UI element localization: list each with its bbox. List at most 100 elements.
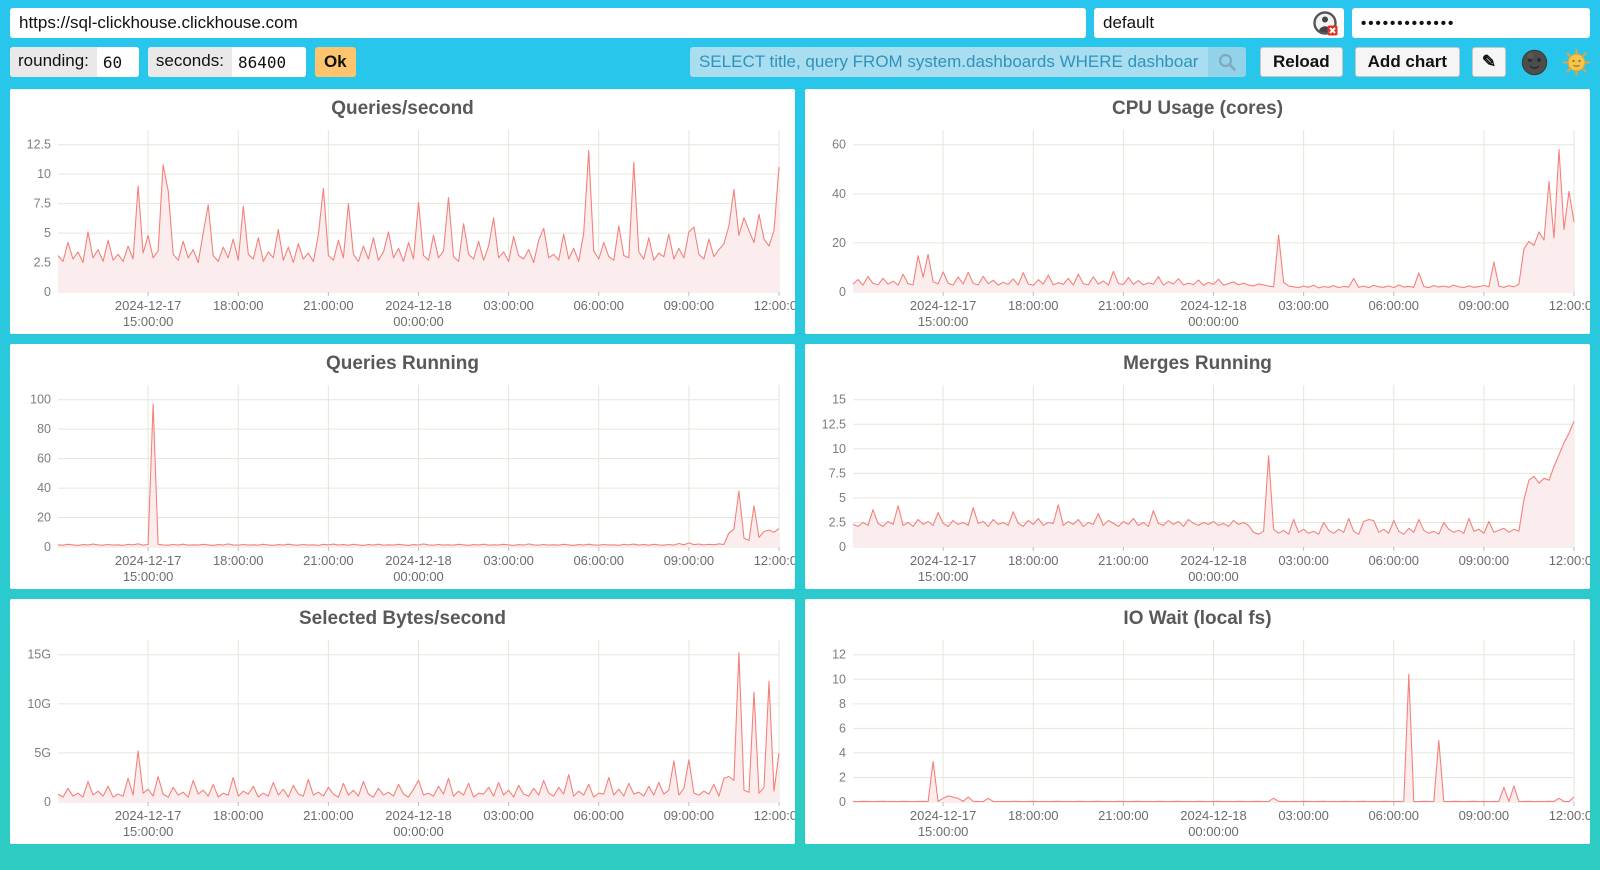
svg-text:18:00:00: 18:00:00 [213, 808, 264, 823]
dashboard-query-input[interactable] [689, 47, 1208, 77]
svg-text:00:00:00: 00:00:00 [1188, 569, 1239, 584]
controls-bar: rounding: seconds: Ok Reload Add chart ✎ [10, 47, 1591, 77]
svg-text:0: 0 [44, 795, 51, 809]
svg-text:15:00:00: 15:00:00 [918, 569, 969, 584]
svg-text:06:00:00: 06:00:00 [1368, 808, 1419, 823]
svg-text:7.5: 7.5 [34, 197, 51, 211]
add-chart-button[interactable]: Add chart [1354, 47, 1460, 77]
svg-text:03:00:00: 03:00:00 [483, 808, 534, 823]
search-icon [1218, 53, 1236, 71]
moon-face-icon [1521, 49, 1548, 75]
svg-text:2024-12-18: 2024-12-18 [1180, 298, 1247, 313]
svg-text:18:00:00: 18:00:00 [1008, 553, 1059, 568]
reload-button[interactable]: Reload [1259, 47, 1343, 77]
pencil-icon: ✎ [1481, 52, 1497, 71]
seconds-label: seconds: [147, 47, 232, 77]
server-url-input[interactable] [10, 8, 1086, 38]
chart-panel-queries-per-second: Queries/second 0 2.5 5 7.5 10 12.5 2024-12-17 1… [10, 89, 795, 334]
svg-text:20: 20 [832, 236, 846, 250]
seconds-input[interactable] [231, 47, 306, 77]
svg-text:06:00:00: 06:00:00 [573, 808, 624, 823]
svg-text:2024-12-17: 2024-12-17 [910, 553, 977, 568]
light-theme-toggle[interactable] [1562, 48, 1591, 76]
svg-text:09:00:00: 09:00:00 [1459, 808, 1510, 823]
svg-text:2.5: 2.5 [829, 515, 846, 529]
svg-text:03:00:00: 03:00:00 [1278, 553, 1329, 568]
svg-text:15:00:00: 15:00:00 [123, 314, 174, 329]
user-field-wrap [1094, 8, 1344, 38]
svg-text:00:00:00: 00:00:00 [393, 569, 444, 584]
svg-text:60: 60 [37, 452, 51, 466]
rounding-input[interactable] [96, 47, 139, 77]
svg-text:18:00:00: 18:00:00 [1008, 298, 1059, 313]
svg-text:00:00:00: 00:00:00 [393, 314, 444, 329]
dark-theme-toggle[interactable] [1521, 49, 1548, 76]
svg-text:2024-12-18: 2024-12-18 [1180, 808, 1247, 823]
svg-text:40: 40 [37, 481, 51, 495]
password-manager-extension-icon[interactable] [1313, 11, 1338, 36]
svg-text:2024-12-18: 2024-12-18 [385, 808, 452, 823]
password-input[interactable] [1352, 8, 1590, 38]
svg-text:15:00:00: 15:00:00 [918, 824, 969, 839]
svg-text:2024-12-17: 2024-12-17 [910, 808, 977, 823]
svg-text:09:00:00: 09:00:00 [1459, 553, 1510, 568]
svg-text:5: 5 [44, 226, 51, 240]
svg-text:7.5: 7.5 [829, 466, 846, 480]
seconds-field: seconds: [147, 47, 306, 77]
chart-panel-selected-bytes: Selected Bytes/second 0 5G 10G 15G 2024-12-1… [10, 599, 795, 844]
svg-text:60: 60 [832, 138, 846, 152]
svg-text:12.5: 12.5 [822, 417, 846, 431]
svg-text:03:00:00: 03:00:00 [1278, 808, 1329, 823]
svg-text:10: 10 [832, 442, 846, 456]
svg-text:100: 100 [30, 393, 51, 407]
svg-text:06:00:00: 06:00:00 [573, 298, 624, 313]
svg-text:0: 0 [44, 285, 51, 299]
svg-text:2024-12-17: 2024-12-17 [115, 808, 182, 823]
rounding-label: rounding: [10, 47, 97, 77]
search-query-button[interactable] [1207, 47, 1246, 77]
dashboard-charts-grid: Queries/second 0 2.5 5 7.5 10 12.5 2024-12-17 1… [10, 89, 1590, 844]
svg-text:10: 10 [37, 167, 51, 181]
svg-text:12:00:00: 12:00:00 [1549, 808, 1590, 823]
svg-text:00:00:00: 00:00:00 [393, 824, 444, 839]
dashboard-query-wrap [689, 47, 1246, 77]
chart-title: IO Wait (local fs) [1123, 608, 1272, 629]
svg-text:20: 20 [37, 511, 51, 525]
chart-panel-cpu-usage: CPU Usage (cores) 0 20 40 60 2024-12-17 15:00… [805, 89, 1590, 334]
sun-face-icon [1562, 48, 1591, 76]
svg-text:0: 0 [44, 540, 51, 554]
svg-text:21:00:00: 21:00:00 [1098, 808, 1149, 823]
chart-title: Queries Running [325, 353, 480, 374]
chart-panel-queries-running: Queries Running 0 20 40 60 80 100 2024-12-17 15… [10, 344, 795, 589]
svg-text:09:00:00: 09:00:00 [1459, 298, 1510, 313]
svg-text:09:00:00: 09:00:00 [664, 298, 715, 313]
svg-text:00:00:00: 00:00:00 [1188, 314, 1239, 329]
edit-button[interactable]: ✎ [1472, 47, 1506, 77]
svg-text:6: 6 [839, 721, 846, 735]
svg-text:03:00:00: 03:00:00 [1278, 298, 1329, 313]
svg-text:0: 0 [839, 285, 846, 299]
svg-text:8: 8 [839, 697, 846, 711]
svg-text:15: 15 [832, 393, 846, 407]
ok-button[interactable]: Ok [314, 47, 356, 77]
svg-text:15:00:00: 15:00:00 [123, 569, 174, 584]
chart-panel-io-wait: IO Wait (local fs) 0 2 4 6 8 10 12 2024-12-17 15… [805, 599, 1590, 844]
svg-text:2.5: 2.5 [34, 256, 51, 270]
svg-text:18:00:00: 18:00:00 [213, 298, 264, 313]
svg-text:2: 2 [839, 770, 846, 784]
svg-text:03:00:00: 03:00:00 [483, 298, 534, 313]
svg-text:2024-12-17: 2024-12-17 [115, 298, 182, 313]
chart-title: Merges Running [1123, 353, 1272, 374]
svg-text:21:00:00: 21:00:00 [1098, 553, 1149, 568]
username-input[interactable] [1094, 8, 1344, 38]
chart-panel-merges-running: Merges Running 0 2.5 5 7.5 10 12.5 15 2024-12-1… [805, 344, 1590, 589]
svg-text:12:00:00: 12:00:00 [754, 553, 795, 568]
svg-text:12:00:00: 12:00:00 [754, 298, 795, 313]
svg-text:21:00:00: 21:00:00 [303, 298, 354, 313]
